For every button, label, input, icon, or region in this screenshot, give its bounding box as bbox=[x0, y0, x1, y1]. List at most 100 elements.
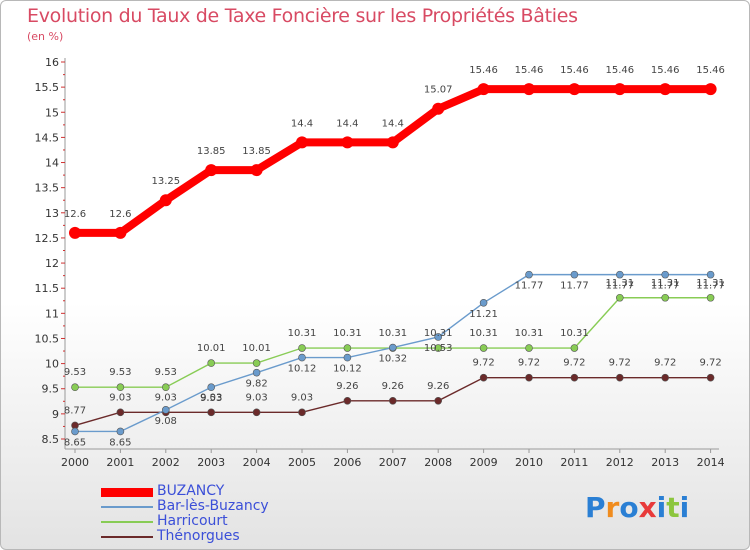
data-point bbox=[343, 353, 352, 362]
data-label: 10.32 bbox=[378, 354, 407, 365]
data-label: 13.85 bbox=[242, 146, 271, 157]
data-label: 9.03 bbox=[291, 392, 313, 403]
data-label: 9.03 bbox=[109, 392, 131, 403]
data-label: 10.01 bbox=[242, 343, 271, 354]
data-point bbox=[570, 270, 579, 279]
y-tick-label: 15 bbox=[45, 106, 59, 119]
data-label: 11.31 bbox=[605, 278, 634, 289]
legend-swatch bbox=[101, 506, 153, 508]
data-point bbox=[114, 226, 127, 239]
x-tick-label: 2003 bbox=[197, 456, 225, 469]
data-point bbox=[570, 344, 579, 352]
data-point bbox=[386, 136, 399, 149]
x-tick-label: 2002 bbox=[152, 456, 180, 469]
data-point bbox=[706, 270, 715, 279]
x-tick-label: 2012 bbox=[606, 456, 634, 469]
data-point bbox=[343, 344, 352, 352]
data-label: 15.46 bbox=[651, 65, 680, 76]
data-label: 15.46 bbox=[696, 65, 725, 76]
data-label: 10.31 bbox=[469, 328, 498, 339]
data-point bbox=[388, 396, 397, 405]
data-label: 14.4 bbox=[382, 118, 404, 129]
data-point bbox=[71, 383, 79, 392]
y-tick-label: 16 bbox=[45, 56, 59, 69]
data-point bbox=[479, 344, 488, 352]
data-point bbox=[252, 408, 261, 417]
data-label: 9.53 bbox=[155, 367, 177, 378]
y-tick-label: 13 bbox=[45, 207, 59, 220]
data-label: 11.21 bbox=[469, 309, 498, 320]
data-label: 9.08 bbox=[155, 416, 177, 427]
data-point bbox=[568, 83, 581, 96]
data-point bbox=[298, 344, 306, 352]
data-point bbox=[116, 408, 125, 417]
data-point bbox=[525, 270, 533, 279]
data-label: 13.85 bbox=[197, 146, 226, 157]
data-label: 9.82 bbox=[245, 379, 267, 390]
data-label: 10.31 bbox=[333, 328, 362, 339]
x-tick-label: 2000 bbox=[61, 456, 89, 469]
data-label: 9.72 bbox=[654, 358, 676, 369]
data-label: 9.26 bbox=[427, 381, 449, 392]
data-label: 9.72 bbox=[518, 358, 540, 369]
data-label: 10.31 bbox=[288, 328, 317, 339]
data-point bbox=[343, 396, 352, 405]
data-point bbox=[298, 353, 306, 362]
y-tick-label: 12.5 bbox=[35, 232, 60, 245]
data-label: 11.77 bbox=[605, 281, 634, 292]
x-tick-label: 2004 bbox=[243, 456, 271, 469]
data-point bbox=[250, 164, 263, 177]
legend-label: Harricourt bbox=[157, 513, 228, 529]
data-point bbox=[706, 373, 715, 382]
data-point bbox=[159, 194, 172, 207]
data-label: 12.6 bbox=[64, 209, 86, 220]
y-tick-label: 11.5 bbox=[35, 282, 60, 295]
data-point bbox=[252, 359, 261, 367]
data-point bbox=[69, 226, 81, 239]
x-tick-label: 2007 bbox=[379, 456, 407, 469]
data-label: 15.46 bbox=[560, 65, 589, 76]
legend-swatch bbox=[101, 488, 153, 497]
data-point bbox=[477, 83, 490, 96]
unit-label: (en %) bbox=[27, 30, 64, 43]
data-point bbox=[207, 359, 215, 367]
data-point bbox=[706, 293, 715, 302]
data-label: 15.46 bbox=[605, 65, 634, 76]
data-label: 13.25 bbox=[151, 176, 180, 187]
legend-label: BUZANCY bbox=[157, 483, 225, 499]
data-label: 10.53 bbox=[424, 343, 453, 354]
data-point bbox=[570, 373, 579, 382]
data-point bbox=[341, 136, 354, 149]
x-tick-label: 2010 bbox=[515, 456, 543, 469]
data-point bbox=[661, 293, 670, 302]
data-point bbox=[661, 373, 670, 382]
legend-swatch bbox=[101, 536, 153, 538]
data-label: 10.31 bbox=[424, 328, 453, 339]
data-label: 11.31 bbox=[696, 278, 725, 289]
data-label: 15.46 bbox=[515, 65, 544, 76]
data-point bbox=[704, 83, 717, 96]
axes: 8.5 9 9.5 10 10.5 11 11.5 12 12.5 13 13.5 14 14.5 15 1… bbox=[35, 56, 725, 469]
data-label: 11.77 bbox=[515, 281, 544, 292]
data-label: 8.65 bbox=[109, 437, 131, 448]
data-point bbox=[205, 164, 218, 177]
y-tick-label: 11 bbox=[45, 307, 59, 320]
data-label: 14.4 bbox=[336, 118, 358, 129]
data-label: 10.31 bbox=[560, 328, 589, 339]
data-label: 10.12 bbox=[288, 364, 317, 375]
data-label: 9.72 bbox=[563, 358, 585, 369]
data-label: 15.07 bbox=[424, 85, 453, 96]
data-point bbox=[479, 298, 488, 307]
data-point bbox=[615, 373, 624, 382]
legend-swatch bbox=[101, 521, 153, 523]
data-label: 10.01 bbox=[197, 343, 226, 354]
y-tick-label: 14.5 bbox=[35, 131, 60, 144]
data-point bbox=[615, 293, 624, 302]
logo-letter: o bbox=[619, 491, 639, 524]
data-point bbox=[116, 427, 125, 436]
logo-letter: i bbox=[679, 491, 690, 524]
data-label: 9.72 bbox=[609, 358, 631, 369]
data-label: 8.65 bbox=[64, 437, 86, 448]
data-point bbox=[388, 343, 397, 352]
data-label: 9.03 bbox=[245, 392, 267, 403]
